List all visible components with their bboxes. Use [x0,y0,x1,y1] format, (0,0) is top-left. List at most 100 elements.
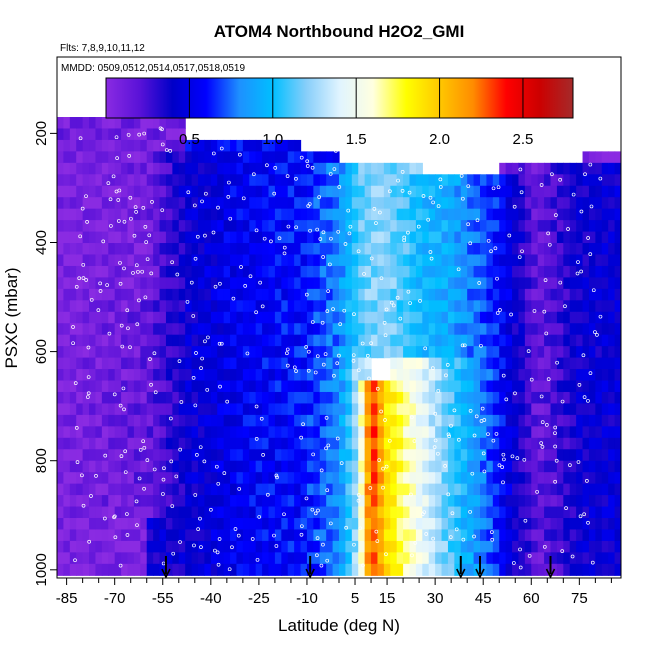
heatmap-cell [512,552,520,565]
sample-point [74,426,79,430]
heatmap-cell [364,311,372,324]
heatmap-cell [326,174,334,187]
heatmap-cell [294,437,302,450]
heatmap-cell [146,311,154,324]
heatmap-cell [249,151,257,164]
heatmap-cell [358,426,366,439]
heatmap-cell [390,243,398,256]
heatmap-cell [486,414,494,427]
sample-point [204,191,208,196]
heatmap-cell [313,220,321,233]
heatmap-cell [133,426,141,439]
heatmap-cell [499,506,507,519]
heatmap-cell [486,437,494,450]
heatmap-cell [185,472,193,485]
heatmap-cell [447,197,455,210]
heatmap-cell [582,231,590,244]
heatmap-cell [57,540,65,553]
heatmap-cell [595,391,603,405]
heatmap-cell [255,495,263,508]
heatmap-cell [467,369,475,382]
heatmap-cell [185,369,193,382]
sample-point [86,345,91,350]
sample-point [74,285,79,289]
heatmap-cell [133,197,141,210]
heatmap-cell [236,254,244,267]
sample-points [71,126,603,572]
heatmap-cell [262,437,270,450]
heatmap-cell [82,483,90,496]
heatmap-cell [306,380,314,393]
heatmap-cell [133,540,141,553]
sample-point [515,456,520,460]
heatmap-cell [588,243,596,256]
heatmap-cell [133,139,141,152]
heatmap-cell [114,117,122,130]
heatmap-cell [89,563,97,576]
heatmap-cell [306,174,314,187]
heatmap-cell [588,552,596,565]
heatmap-cell [537,472,545,485]
heatmap-cell [236,403,244,416]
heatmap-cell [524,495,532,508]
sample-point [306,204,311,208]
heatmap-cell [210,197,218,210]
heatmap-cell [223,506,231,519]
heatmap-cell [537,495,545,508]
heatmap-cell [396,403,404,416]
heatmap-cell [371,311,379,324]
heatmap-cell [422,426,430,439]
heatmap-cell [217,369,225,382]
heatmap-cell [210,483,218,496]
heatmap-cell [249,563,257,576]
sample-point [472,433,477,438]
sample-point [428,195,433,200]
sample-point [449,423,453,428]
heatmap-cell [313,243,321,256]
heatmap-cell [217,300,225,313]
heatmap-cell [326,243,334,256]
heatmap-cell [601,174,609,187]
heatmap-cell [223,185,231,198]
heatmap-cell [492,460,500,473]
heatmap-cell [185,300,193,313]
sample-point [489,249,493,254]
sample-point [285,351,289,356]
heatmap-cell [159,300,167,313]
heatmap-cell [390,414,398,427]
heatmap-cell [185,449,193,462]
sample-point [564,506,568,510]
heatmap-cell [185,403,193,416]
heatmap-cell [121,311,129,324]
heatmap-cell [512,540,520,553]
heatmap-cell [435,311,443,324]
heatmap-cell [191,563,199,576]
heatmap-cell [165,517,173,531]
heatmap-cell [185,334,193,347]
heatmap-cell [223,391,231,405]
heatmap-cell [262,414,270,427]
heatmap-cell [595,162,603,175]
heatmap-cell [95,208,103,221]
heatmap-cell [108,174,116,187]
heatmap-cell [409,357,417,370]
sample-point [477,281,482,285]
heatmap-cell [492,483,500,496]
heatmap-cell [223,139,231,152]
heatmap-cell [454,380,462,393]
heatmap-cell [101,517,109,531]
heatmap-cell [435,208,443,221]
heatmap-cell [409,174,417,187]
heatmap-cell [345,414,353,427]
heatmap-cell [287,243,295,256]
heatmap-cell [351,185,359,198]
heatmap-cell [242,277,250,290]
heatmap-cell [217,552,225,565]
sample-point [237,152,242,157]
heatmap-cell [76,277,84,290]
heatmap-cell [608,483,616,496]
heatmap-cell [403,254,411,267]
heatmap-cell [262,208,270,221]
heatmap-cell [294,162,302,175]
